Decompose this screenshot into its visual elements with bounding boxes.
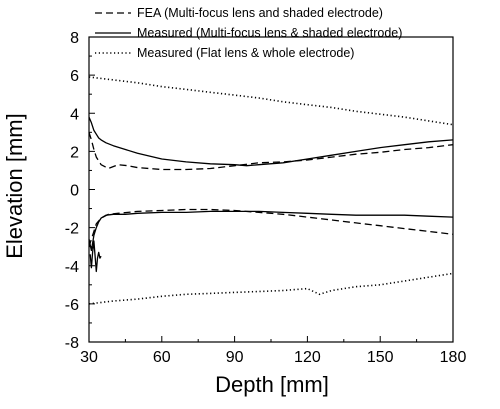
y-tick-label: -6	[65, 297, 79, 314]
series-line	[88, 272, 454, 305]
x-tick-label: 180	[440, 349, 467, 366]
y-tick-label: -4	[65, 259, 79, 276]
y-tick-label: 4	[70, 106, 79, 123]
y-tick-label: -8	[65, 335, 79, 352]
y-tick-label: 2	[70, 144, 79, 161]
x-tick-label: 120	[294, 349, 321, 366]
ticks-layer: 30 60 90 120 150 180 -8 -6 -4 -2 0 2 4 6 8	[65, 30, 467, 366]
legend-entry: Measured (Multi-focus lens & shaded elec…	[137, 26, 402, 40]
y-tick-label: -2	[65, 221, 79, 238]
x-tick-label: 150	[367, 349, 394, 366]
legend-entry: Measured (Flat lens & whole electrode)	[137, 46, 354, 60]
x-axis-label: Depth [mm]	[215, 372, 329, 397]
series-3	[88, 76, 454, 305]
plot-border	[88, 36, 454, 343]
series-line	[88, 132, 454, 171]
legend: FEA (Multi-focus lens and shaded electro…	[95, 6, 402, 60]
series-2	[88, 116, 454, 273]
series-line	[88, 116, 454, 167]
series-line	[88, 210, 454, 252]
legend-entry: FEA (Multi-focus lens and shaded electro…	[137, 6, 383, 20]
series-1	[88, 132, 454, 247]
y-axis-label: Elevation [mm]	[2, 113, 27, 259]
series-layer	[88, 76, 454, 305]
x-tick-label: 60	[153, 349, 171, 366]
x-tick-label: 90	[226, 349, 244, 366]
x-tick-label: 30	[80, 349, 98, 366]
series-line	[88, 76, 454, 126]
y-tick-label: 8	[70, 30, 79, 47]
y-tick-label: 6	[70, 68, 79, 85]
y-tick-label: 0	[70, 183, 79, 200]
series-line	[89, 240, 102, 273]
plot-frame	[88, 36, 454, 343]
